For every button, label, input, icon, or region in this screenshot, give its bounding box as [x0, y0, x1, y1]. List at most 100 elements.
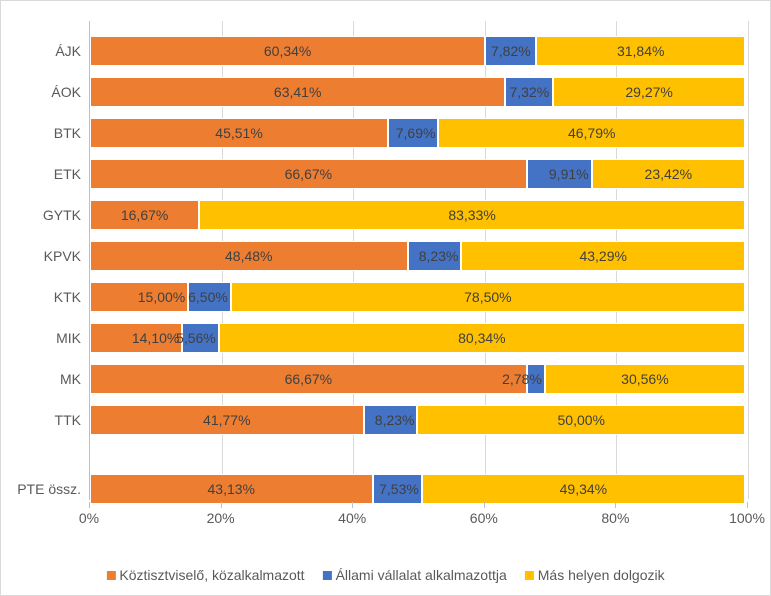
legend-label-2: Állami vállalat alkalmazottja — [336, 567, 507, 583]
legend-label-3: Más helyen dolgozik — [538, 567, 665, 583]
bar-segment: 45,51% — [90, 118, 388, 148]
bar-value-label: 80,34% — [458, 330, 505, 346]
bar-segment: 23,42% — [592, 159, 745, 189]
legend-label-1: Köztisztviselő, közalkalmazott — [119, 567, 304, 583]
x-tick-label: 80% — [601, 510, 629, 526]
bar-segment: 78,50% — [231, 282, 745, 312]
bar-segment: 2,78% — [527, 364, 545, 394]
bar-value-label: 41,77% — [203, 412, 250, 428]
bar-row: 48,48% 8,23% 43,29% — [90, 241, 745, 271]
bar-segment: 43,13% — [90, 474, 373, 504]
bar-value-label: 43,13% — [208, 481, 255, 497]
bar-segment: 6,50% — [188, 282, 231, 312]
bar-value-label: 66,67% — [285, 371, 332, 387]
category-label: PTE össz. — [1, 481, 81, 497]
bar-segment: 29,27% — [553, 77, 745, 107]
category-label: BTK — [1, 125, 81, 141]
legend-swatch-3 — [525, 571, 534, 580]
legend-item-2: Állami vállalat alkalmazottja — [323, 567, 507, 583]
bar-value-label: 5,56% — [176, 330, 216, 346]
bar-segment: 49,34% — [422, 474, 745, 504]
category-label: TTK — [1, 412, 81, 428]
x-tick-label: 0% — [79, 510, 99, 526]
bar-value-label: 50,00% — [557, 412, 604, 428]
plot-area: 60,34% 7,82% 31,84% 63,41%7,32% 29,27% 45,51%… — [89, 21, 745, 500]
bar-segment: 46,79% — [438, 118, 745, 148]
bar-value-label: 49,34% — [560, 481, 607, 497]
bar-value-label: 43,29% — [579, 248, 626, 264]
bar-row: 43,13% 7,53% 49,34% — [90, 474, 745, 504]
bar-segment: 16,67% — [90, 200, 199, 230]
legend-swatch-2 — [323, 571, 332, 580]
bar-segment: 50,00% — [417, 405, 745, 435]
bar-row: 14,10%5,56% 80,34% — [90, 323, 745, 353]
x-tick-label: 40% — [338, 510, 366, 526]
x-tick — [221, 502, 222, 508]
bar-segment: 8,23% — [408, 241, 462, 271]
bar-value-label: 46,79% — [568, 125, 615, 141]
bar-value-label: 8,23% — [375, 412, 415, 428]
category-label: ETK — [1, 166, 81, 182]
bar-segment: 30,56% — [545, 364, 745, 394]
chart-container: 60,34% 7,82% 31,84% 63,41%7,32% 29,27% 45,51%… — [0, 0, 771, 596]
bar-row: 41,77% 8,23% 50,00% — [90, 405, 745, 435]
bar-value-label: 60,34% — [264, 43, 311, 59]
category-label: GYTK — [1, 207, 81, 223]
bar-segment: 83,33% — [199, 200, 745, 230]
bar-segment: 7,82% — [485, 36, 536, 66]
legend: Köztisztviselő, közalkalmazott Állami vá… — [106, 567, 664, 583]
bar-segment: 66,67% — [90, 159, 527, 189]
bar-value-label: 7,69% — [396, 125, 436, 141]
gridline — [748, 21, 749, 499]
bar-segment: 5,56% — [182, 323, 218, 353]
bar-row: 66,67% 9,91%23,42% — [90, 159, 745, 189]
x-tick — [484, 502, 485, 508]
legend-swatch-1 — [106, 571, 115, 580]
bar-value-label: 7,82% — [491, 43, 531, 59]
bar-segment: 14,10% — [90, 323, 182, 353]
bar-segment: 7,53% — [373, 474, 422, 504]
bar-value-label: 2,78% — [502, 371, 542, 387]
bar-segment: 48,48% — [90, 241, 408, 271]
bar-value-label: 7,53% — [379, 481, 419, 497]
bar-segment: 66,67% — [90, 364, 527, 394]
bar-row: 66,67% 2,78% 30,56% — [90, 364, 745, 394]
bar-value-label: 14,10% — [132, 330, 179, 346]
x-tick-label: 100% — [729, 510, 765, 526]
x-tick — [89, 502, 90, 508]
bar-row: 60,34% 7,82% 31,84% — [90, 36, 745, 66]
bar-segment: 31,84% — [536, 36, 745, 66]
bar-segment: 43,29% — [461, 241, 745, 271]
bar-value-label: 45,51% — [215, 125, 262, 141]
bar-value-label: 66,67% — [285, 166, 332, 182]
bar-segment: 63,41% — [90, 77, 505, 107]
bar-value-label: 29,27% — [625, 84, 672, 100]
bar-row: 45,51% 7,69% 46,79% — [90, 118, 745, 148]
x-tick — [747, 502, 748, 508]
bar-segment: 60,34% — [90, 36, 485, 66]
bar-value-label: 6,50% — [188, 289, 228, 305]
category-label: ÁJK — [1, 43, 81, 59]
bar-segment: 7,32% — [505, 77, 553, 107]
bar-row: 63,41%7,32% 29,27% — [90, 77, 745, 107]
category-label: MK — [1, 371, 81, 387]
x-tick-label: 20% — [207, 510, 235, 526]
category-label: ÁOK — [1, 84, 81, 100]
bar-segment: 7,69% — [388, 118, 438, 148]
bar-value-label: 30,56% — [621, 371, 668, 387]
bar-value-label: 83,33% — [448, 207, 495, 223]
category-label: KTK — [1, 289, 81, 305]
bar-value-label: 7,32% — [509, 84, 549, 100]
bar-row: 15,00%6,50%78,50% — [90, 282, 745, 312]
x-tick — [615, 502, 616, 508]
x-tick-label: 60% — [470, 510, 498, 526]
bar-value-label: 16,67% — [121, 207, 168, 223]
bar-value-label: 48,48% — [225, 248, 272, 264]
legend-item-3: Más helyen dolgozik — [525, 567, 665, 583]
bar-segment: 41,77% — [90, 405, 364, 435]
bar-segment: 9,91% — [527, 159, 592, 189]
bar-value-label: 15,00% — [138, 289, 185, 305]
bar-value-label: 8,23% — [419, 248, 459, 264]
category-label: KPVK — [1, 248, 81, 264]
bar-value-label: 31,84% — [617, 43, 664, 59]
